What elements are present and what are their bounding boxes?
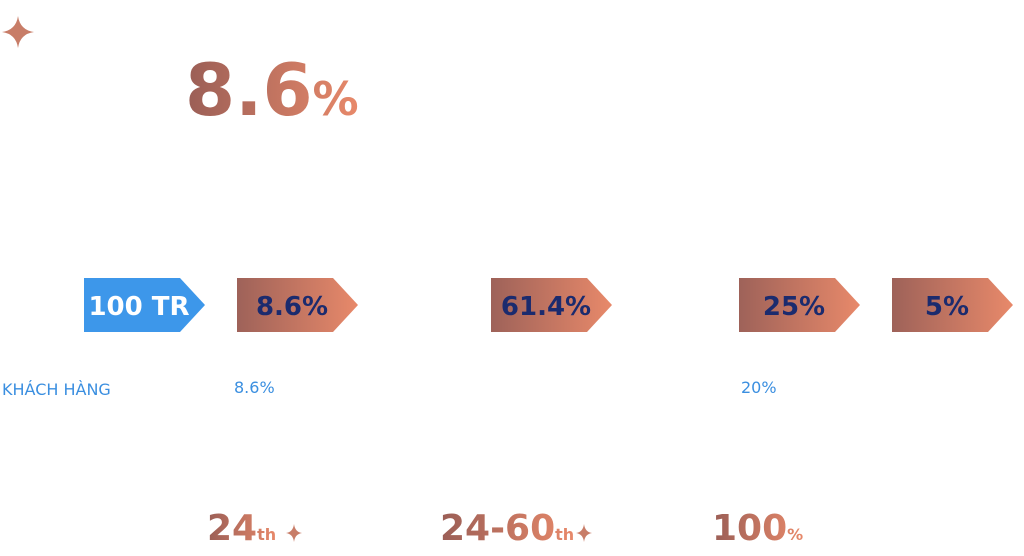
headline-value: 8.6 [185, 48, 313, 132]
label: 20% [741, 378, 777, 397]
arrow [739, 278, 860, 332]
headline: 8.6% [185, 48, 359, 132]
stat-value: 24-60 [440, 508, 555, 549]
stat-value: 24 [207, 508, 257, 549]
arrow-label: 5% [925, 292, 969, 322]
stat-value: 100 [712, 508, 787, 549]
sparkle [576, 524, 592, 542]
arrow-label: 61.4% [501, 292, 591, 322]
arrow-label: 100 TR [88, 292, 189, 322]
label: KHÁCH HÀNG [2, 380, 111, 399]
stat-suffix: % [787, 525, 803, 544]
stat: 24-60th [440, 508, 574, 549]
stat: 100% [712, 508, 803, 549]
stat: 24th [207, 508, 276, 549]
label: 8.6% [234, 378, 275, 397]
stat-suffix: th [257, 525, 276, 544]
arrow [491, 278, 612, 332]
arrow-blue [84, 278, 205, 332]
sparkle [2, 16, 34, 48]
arrow-label: 8.6% [256, 292, 328, 322]
arrow [892, 278, 1013, 332]
arrow-label: 25% [763, 292, 825, 322]
stat-suffix: th [555, 525, 574, 544]
arrow [237, 278, 358, 332]
headline-unit: % [313, 72, 359, 126]
sparkle [286, 524, 302, 542]
